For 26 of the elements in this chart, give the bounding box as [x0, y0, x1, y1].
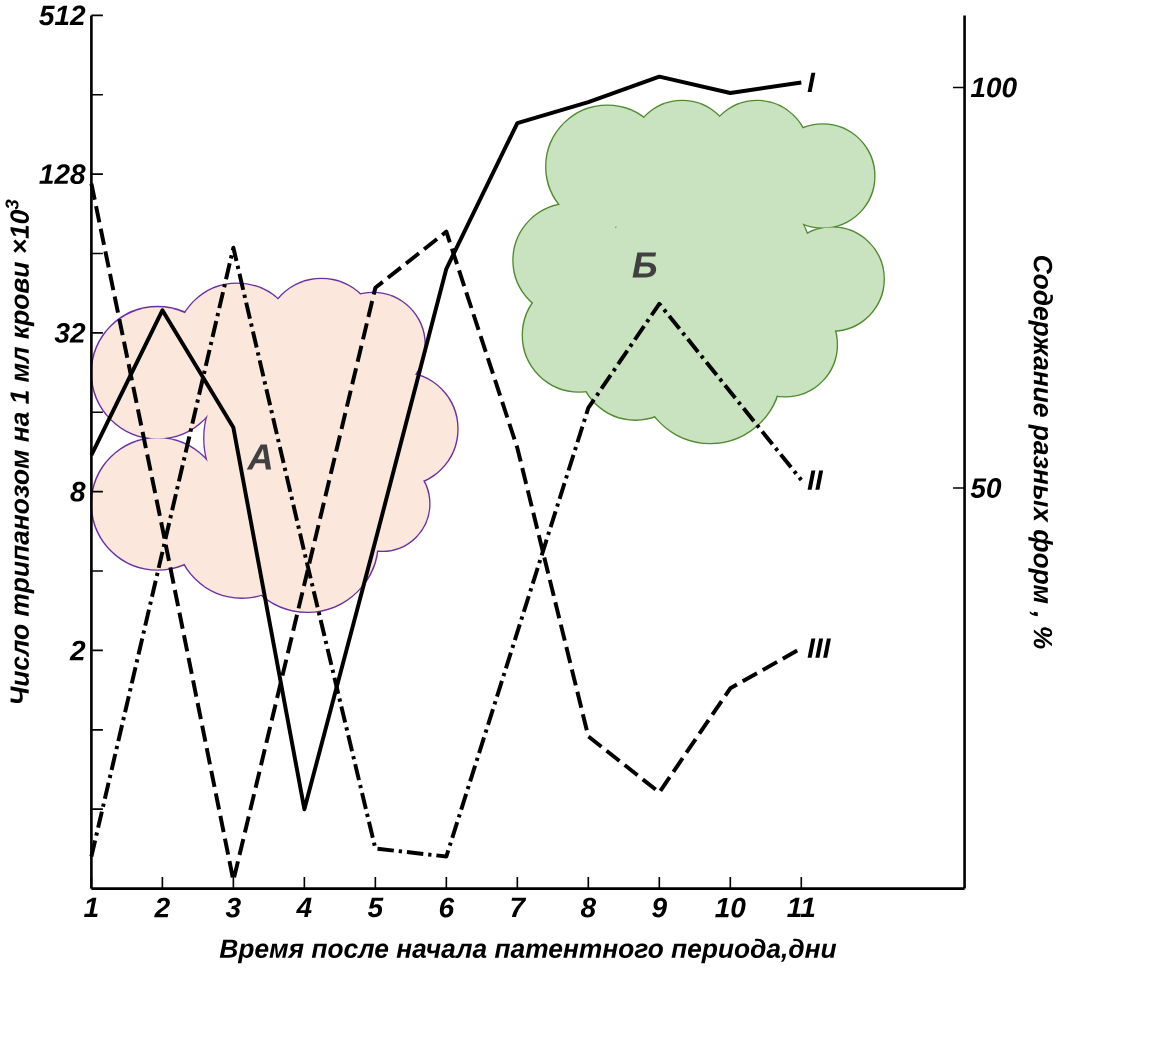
y2-tick-label: 100 — [970, 77, 1017, 98]
series-label: II — [807, 470, 824, 490]
series-label: III — [807, 638, 831, 658]
x-axis-title: Время после начала патентного периода,дни — [219, 938, 837, 964]
y-tick-label: 128 — [39, 164, 86, 184]
x-tick-label: 3 — [225, 897, 241, 918]
x-tick-label: 4 — [296, 897, 312, 917]
x-tick-label: 9 — [652, 897, 667, 918]
y-tick-label: 32 — [54, 322, 86, 343]
annotation: А — [246, 444, 272, 470]
x-tick-label: 7 — [511, 897, 527, 917]
x-tick-label: 1 — [84, 897, 98, 917]
y-tick-label: 8 — [70, 481, 86, 502]
x-tick-label: 2 — [154, 897, 170, 918]
y2-axis-title: Содержание разных форм , % — [1028, 255, 1053, 649]
x-tick-label: 5 — [367, 897, 384, 918]
y-tick-label: 512 — [39, 5, 86, 26]
x-tick-label: 11 — [787, 897, 815, 917]
x-tick-label: 10 — [715, 897, 746, 918]
x-tick-label: 6 — [439, 897, 455, 918]
y2-tick-label: 50 — [970, 477, 1002, 498]
x-tick-label: 8 — [580, 897, 597, 918]
series-label: I — [807, 72, 816, 92]
annotation: Б — [632, 252, 657, 278]
y-tick-label: 2 — [69, 640, 86, 661]
y-axis-title: Число трипанозом на 1 мл крови ×10$^{3}$ — [5, 199, 35, 703]
